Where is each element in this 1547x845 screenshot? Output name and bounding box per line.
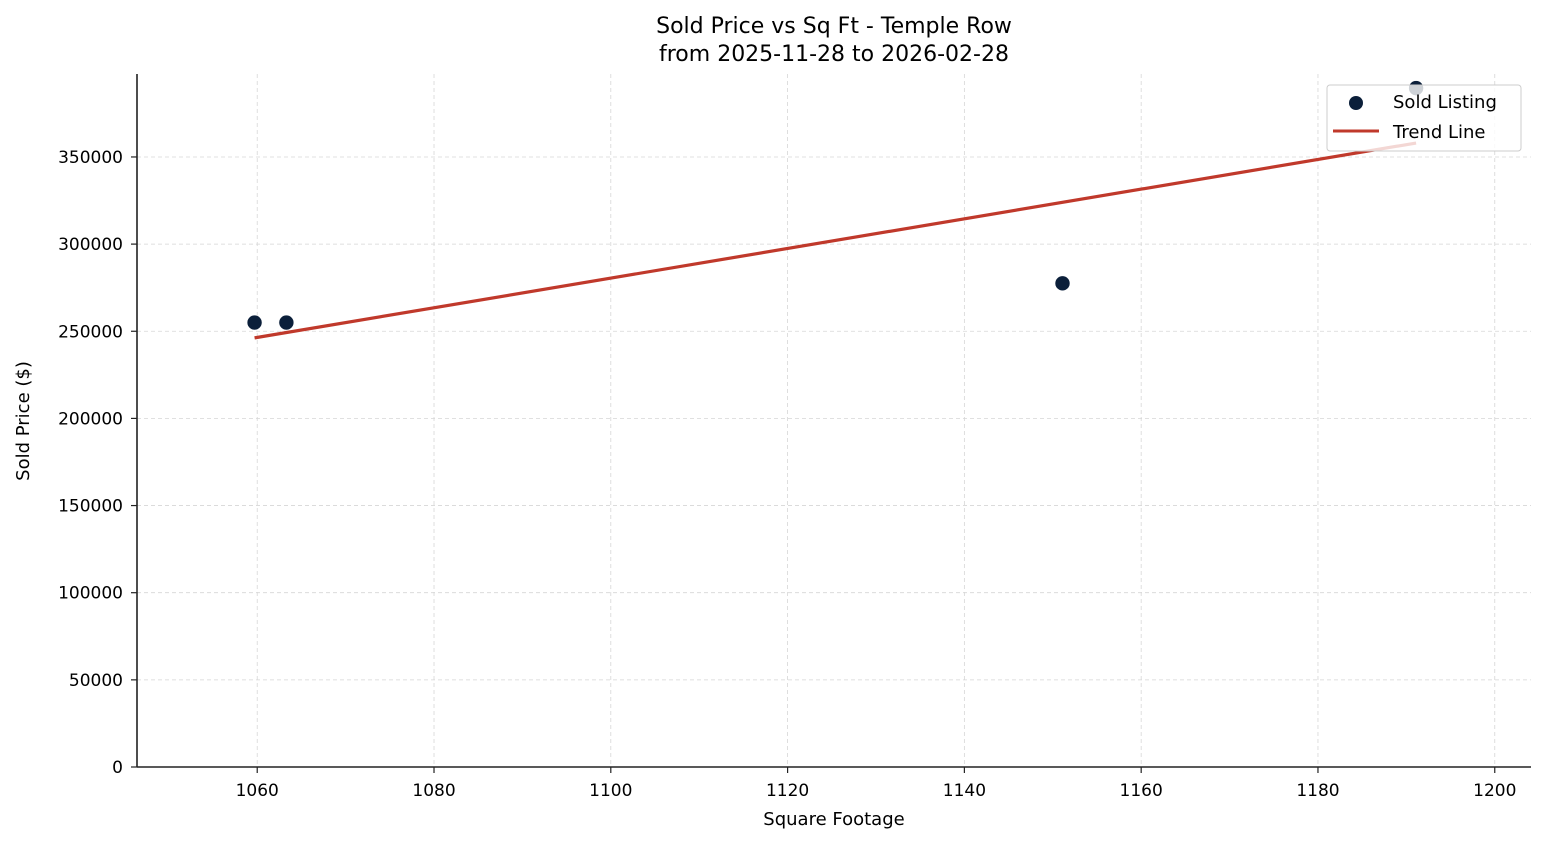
x-axis-label: Square Footage bbox=[763, 809, 904, 830]
legend-box bbox=[1326, 84, 1522, 152]
chart-subtitle: from 2025-11-28 to 2026-02-28 bbox=[659, 42, 1009, 67]
grid-lines bbox=[137, 74, 1531, 767]
x-tick-label: 1080 bbox=[412, 781, 455, 801]
x-tick-label: 1160 bbox=[1120, 781, 1163, 801]
y-tick-label: 100000 bbox=[58, 584, 123, 604]
data-point bbox=[246, 314, 263, 331]
x-tick-label: 1200 bbox=[1473, 781, 1516, 801]
y-tick-label: 200000 bbox=[58, 409, 123, 429]
x-tick-label: 1180 bbox=[1296, 781, 1339, 801]
x-tick-label: 1140 bbox=[943, 781, 986, 801]
scatter-points bbox=[246, 80, 1424, 331]
y-tick-label: 350000 bbox=[58, 148, 123, 168]
x-tick-label: 1100 bbox=[589, 781, 632, 801]
y-axis-label: Sold Price ($) bbox=[13, 361, 34, 481]
data-point bbox=[1054, 275, 1071, 292]
chart-title: Sold Price vs Sq Ft - Temple Row bbox=[656, 14, 1012, 39]
trend-line bbox=[254, 141, 1417, 340]
legend-marker-sold-listing bbox=[1349, 96, 1363, 110]
legend: Sold Listing Trend Line bbox=[1326, 84, 1522, 152]
y-tick-label: 0 bbox=[112, 758, 123, 778]
x-tick-label: 1120 bbox=[766, 781, 809, 801]
y-tick-label: 250000 bbox=[58, 322, 123, 342]
legend-label-trend-line: Trend Line bbox=[1392, 122, 1486, 143]
legend-label-sold-listing: Sold Listing bbox=[1393, 92, 1497, 113]
data-point bbox=[278, 314, 295, 331]
y-axis-ticks: 0 50000 100000 150000 200000 250000 300000 3500… bbox=[58, 148, 137, 778]
trend-line-segment bbox=[254, 141, 1417, 340]
x-axis-ticks: 1060 1080 1100 1120 1140 1160 1180 1200 bbox=[236, 767, 1516, 801]
y-tick-label: 300000 bbox=[58, 235, 123, 255]
y-tick-label: 50000 bbox=[69, 671, 123, 691]
y-tick-label: 150000 bbox=[58, 497, 123, 517]
x-tick-label: 1060 bbox=[236, 781, 279, 801]
